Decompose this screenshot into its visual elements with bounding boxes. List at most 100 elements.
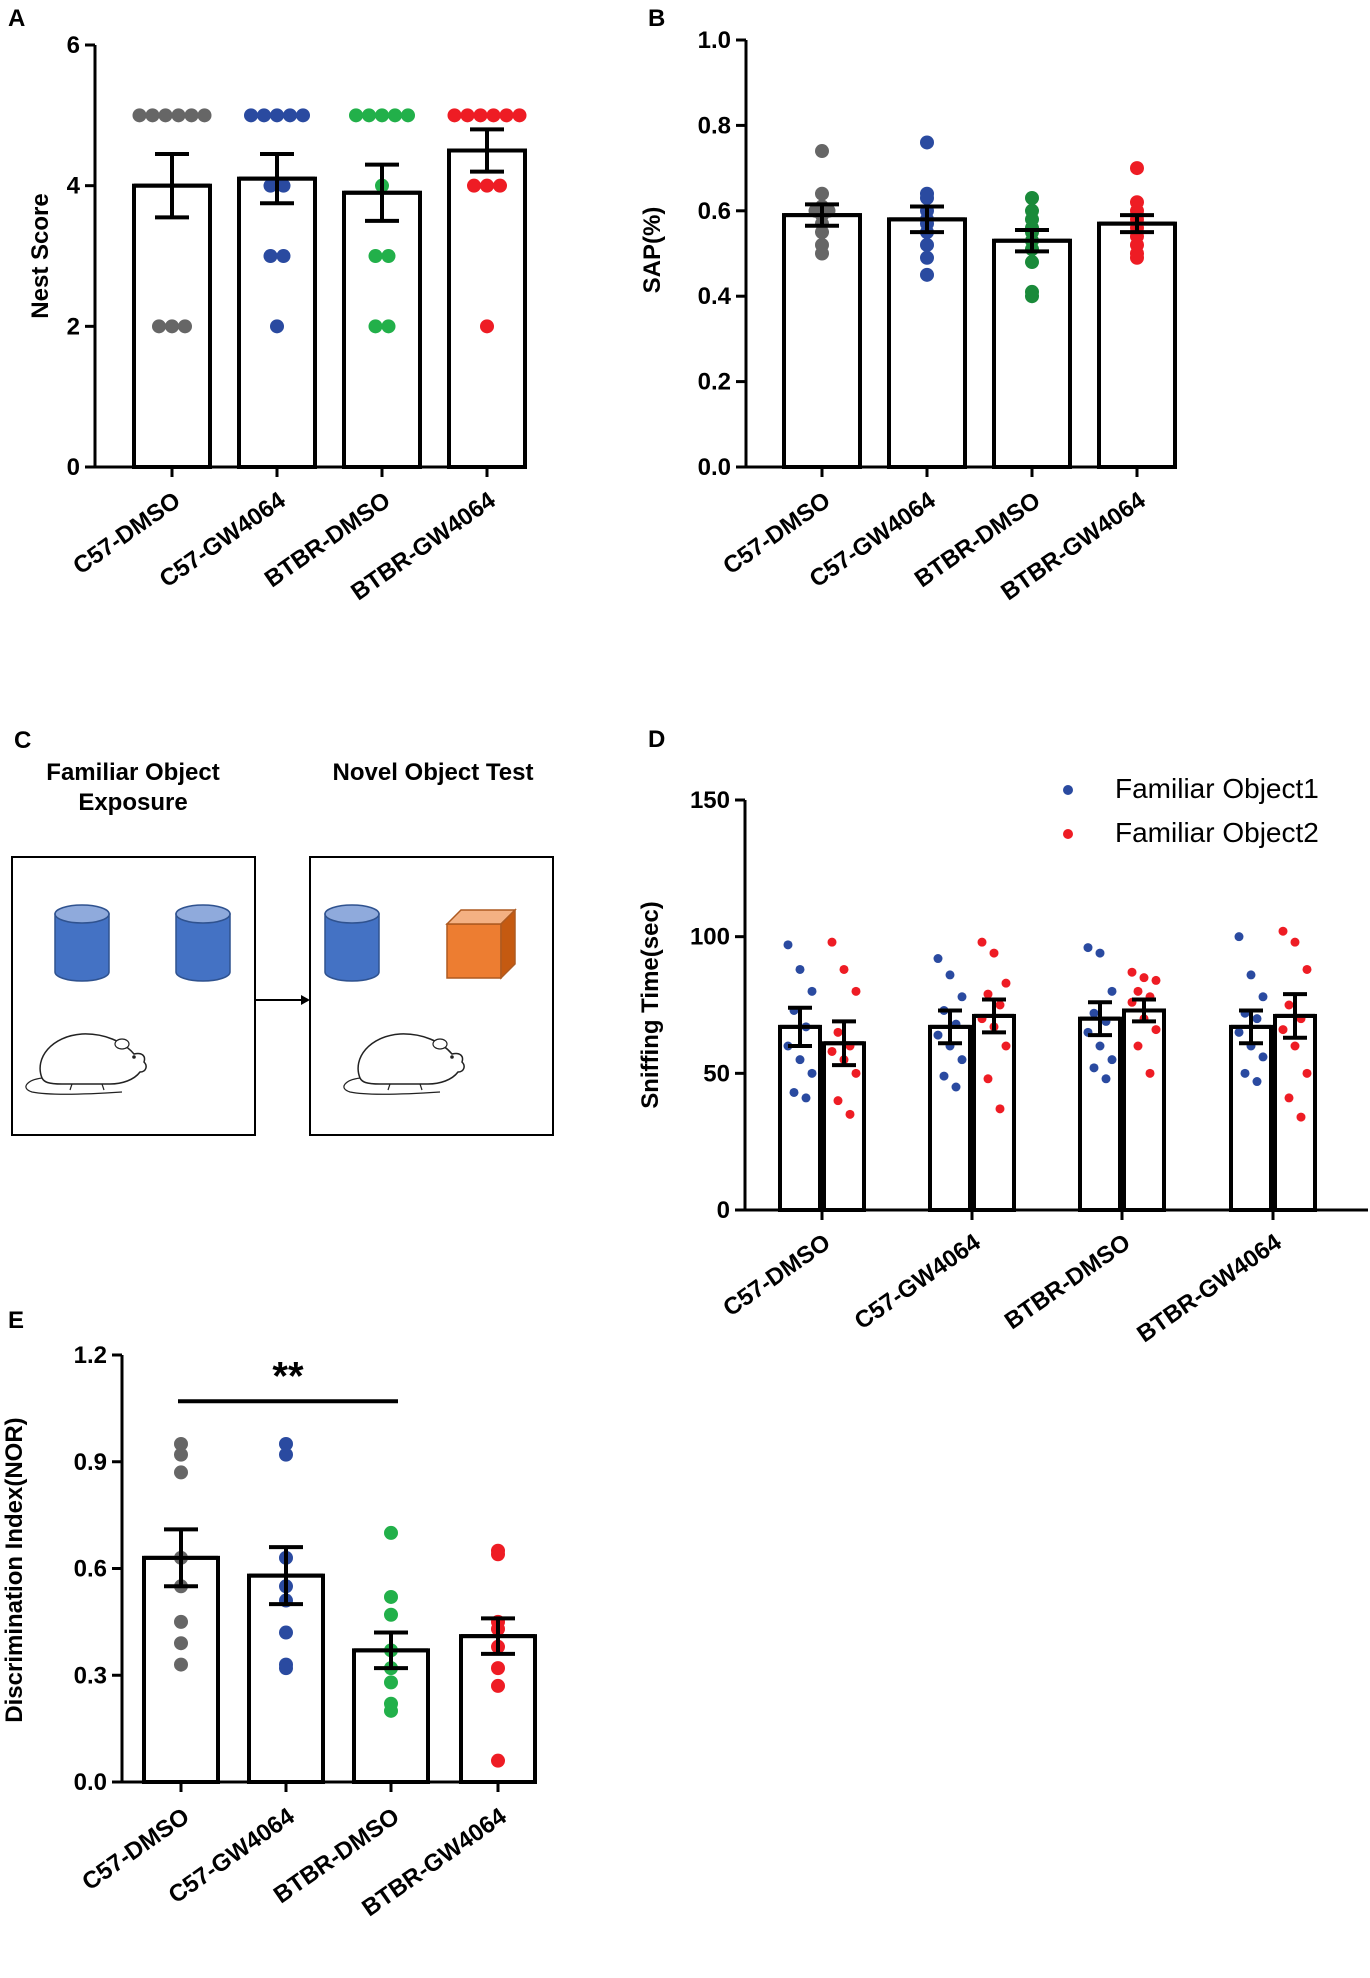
data-point xyxy=(381,319,396,334)
data-point xyxy=(174,1614,188,1629)
data-point xyxy=(512,108,527,123)
cylinder-icon xyxy=(54,904,110,982)
data-point xyxy=(920,135,934,150)
data-point xyxy=(920,237,934,252)
data-point xyxy=(279,1436,293,1451)
panel-c-label: C xyxy=(14,727,31,754)
data-point xyxy=(1151,1025,1161,1035)
cube-icon xyxy=(445,908,517,980)
data-point xyxy=(1083,943,1093,953)
panel-label: E xyxy=(8,1307,24,1334)
legend-marker xyxy=(1063,829,1073,839)
data-point xyxy=(983,989,993,999)
data-point xyxy=(384,1675,398,1690)
data-point xyxy=(1133,986,1143,996)
panel-c-left-title-line2: Exposure xyxy=(78,789,187,816)
chart-panel-e: E 0.0 0.3 0.6 0.9 1.2 Discrimination Index(NOR… xyxy=(1,1307,537,1922)
mouse-icon xyxy=(343,1033,465,1095)
data-point xyxy=(184,108,199,123)
data-point xyxy=(171,108,186,123)
data-point xyxy=(499,108,514,123)
data-point xyxy=(263,178,278,193)
y-tick-label: 0.6 xyxy=(74,1556,107,1583)
x-tick-label: BTBR-GW4064 xyxy=(1132,1228,1287,1348)
data-point xyxy=(158,108,173,123)
panel-label: B xyxy=(648,5,665,32)
data-point xyxy=(467,178,481,193)
data-point xyxy=(480,178,494,193)
bar xyxy=(247,1573,325,1785)
data-point xyxy=(1101,1074,1111,1084)
data-point xyxy=(447,108,462,123)
data-point xyxy=(491,1547,505,1562)
data-point xyxy=(1252,1014,1262,1024)
data-point xyxy=(276,249,291,263)
data-point xyxy=(1025,190,1039,205)
data-point xyxy=(851,1068,861,1078)
data-point xyxy=(1107,986,1117,996)
data-point xyxy=(1258,1052,1268,1062)
data-point xyxy=(279,1661,293,1676)
data-point xyxy=(270,319,284,334)
data-point xyxy=(957,1055,967,1065)
bar xyxy=(1122,1008,1166,1213)
data-point xyxy=(789,1087,799,1097)
data-point xyxy=(833,1096,843,1106)
bar xyxy=(992,238,1072,469)
y-tick-label: 1.0 xyxy=(698,27,731,54)
y-tick-label: 4 xyxy=(67,173,81,200)
data-point xyxy=(257,108,271,123)
y-axis-label: Sniffing Time(sec) xyxy=(637,901,664,1109)
data-point xyxy=(1290,937,1300,947)
data-point xyxy=(795,1055,805,1065)
data-point xyxy=(1133,1041,1143,1051)
test-arena xyxy=(309,856,554,1136)
bar xyxy=(778,1024,822,1213)
data-point xyxy=(388,108,402,123)
data-point xyxy=(283,108,297,123)
y-tick-label: 0.0 xyxy=(698,454,731,481)
significance-label: ** xyxy=(272,1354,304,1398)
data-point xyxy=(807,1068,817,1078)
y-axis-label: SAP(%) xyxy=(639,207,666,294)
data-point xyxy=(1089,1063,1099,1073)
data-point xyxy=(152,319,166,334)
data-point xyxy=(845,1109,855,1119)
legend-label: Familiar Object1 xyxy=(1115,773,1319,804)
data-point xyxy=(995,1104,1005,1114)
data-point xyxy=(1139,973,1149,983)
data-point xyxy=(279,1447,293,1462)
data-point xyxy=(977,937,987,947)
y-tick-label: 0.3 xyxy=(74,1662,107,1689)
data-point xyxy=(491,1678,505,1693)
y-axis-label: Nest Score xyxy=(27,193,54,318)
data-point xyxy=(815,186,829,201)
data-point xyxy=(263,249,278,263)
data-point xyxy=(783,940,793,950)
data-point xyxy=(1234,932,1244,942)
data-point xyxy=(1025,255,1039,270)
data-point xyxy=(1284,1093,1294,1103)
mouse-icon xyxy=(25,1033,147,1095)
y-tick-label: 50 xyxy=(703,1060,730,1087)
y-tick-label: 150 xyxy=(690,787,730,814)
data-point xyxy=(827,1046,837,1056)
data-point xyxy=(851,986,861,996)
data-point xyxy=(995,1000,1005,1010)
data-point xyxy=(957,992,967,1002)
data-point xyxy=(839,964,849,974)
exposure-arena xyxy=(11,856,256,1136)
data-point xyxy=(368,319,383,334)
bar xyxy=(342,190,422,469)
legend: Familiar Object1 Familiar Object2 xyxy=(1063,773,1319,848)
data-point xyxy=(920,250,934,265)
data-point xyxy=(1095,1041,1105,1051)
data-point xyxy=(460,108,475,123)
data-point xyxy=(349,108,363,123)
data-point xyxy=(174,1657,188,1672)
data-point xyxy=(384,1703,398,1718)
y-tick-label: 2 xyxy=(67,313,80,340)
y-tick-label: 0.0 xyxy=(74,1769,107,1796)
data-point xyxy=(827,937,837,947)
